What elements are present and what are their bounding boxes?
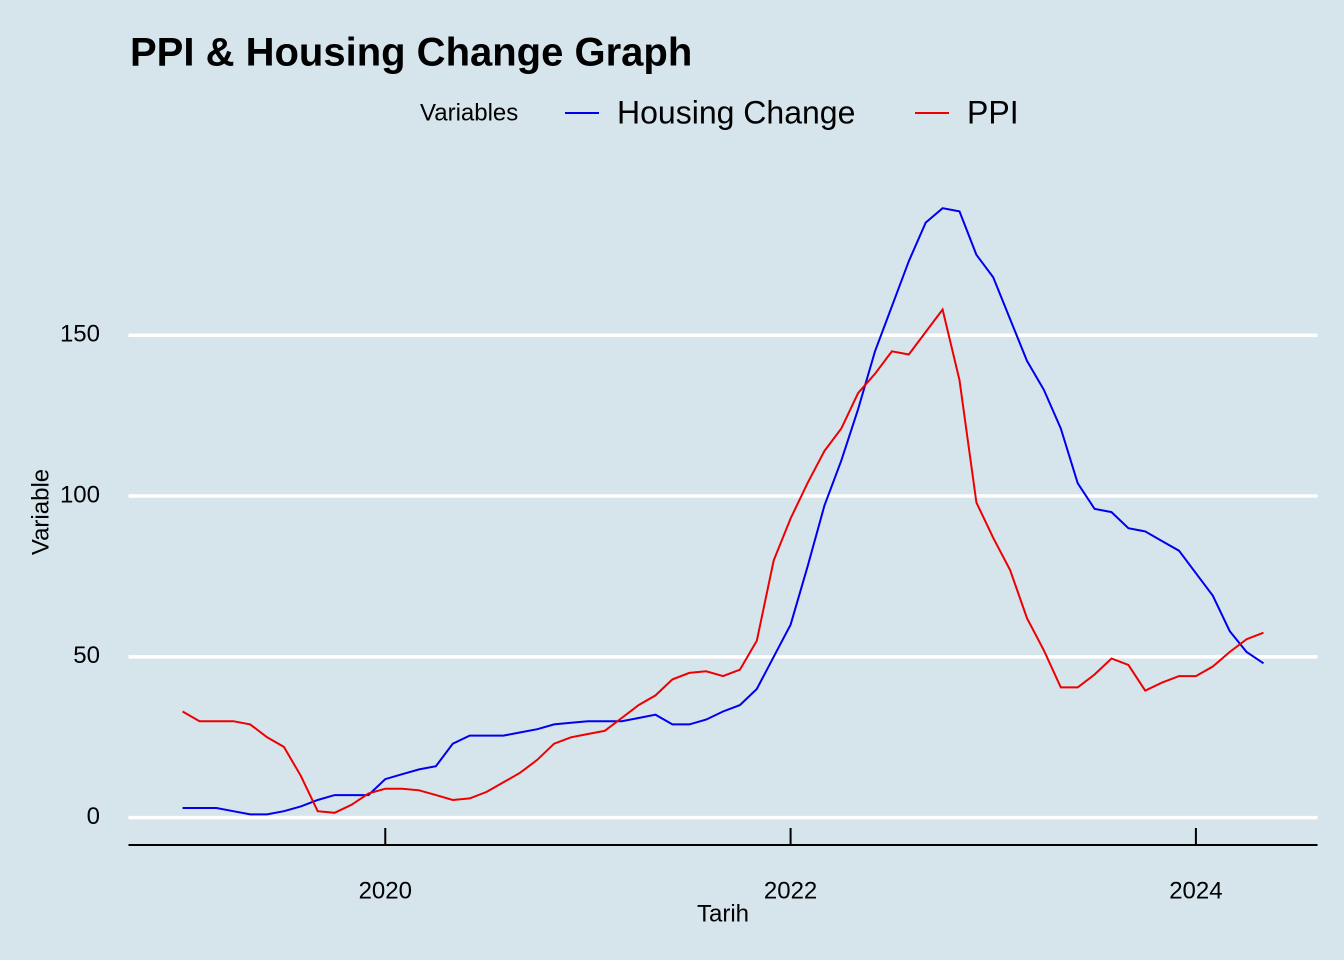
legend-title: Variables bbox=[420, 99, 518, 126]
y-tick-label: 100 bbox=[60, 481, 100, 508]
chart-title: PPI & Housing Change Graph bbox=[130, 31, 692, 75]
line-series bbox=[182, 207, 1265, 816]
y-axis-label: Variable bbox=[27, 469, 54, 555]
line-series bbox=[182, 307, 1264, 814]
x-tick-label: 2024 bbox=[1169, 877, 1222, 904]
x-tick-label: 2020 bbox=[359, 877, 412, 904]
x-tick-label: 2022 bbox=[764, 877, 817, 904]
y-tick-label: 150 bbox=[60, 321, 100, 348]
y-tick-label: 0 bbox=[87, 803, 100, 830]
x-axis-label: Tarih bbox=[697, 900, 749, 927]
y-tick-label: 50 bbox=[73, 642, 100, 669]
legend-label: PPI bbox=[967, 94, 1019, 130]
legend-label: Housing Change bbox=[617, 94, 855, 130]
